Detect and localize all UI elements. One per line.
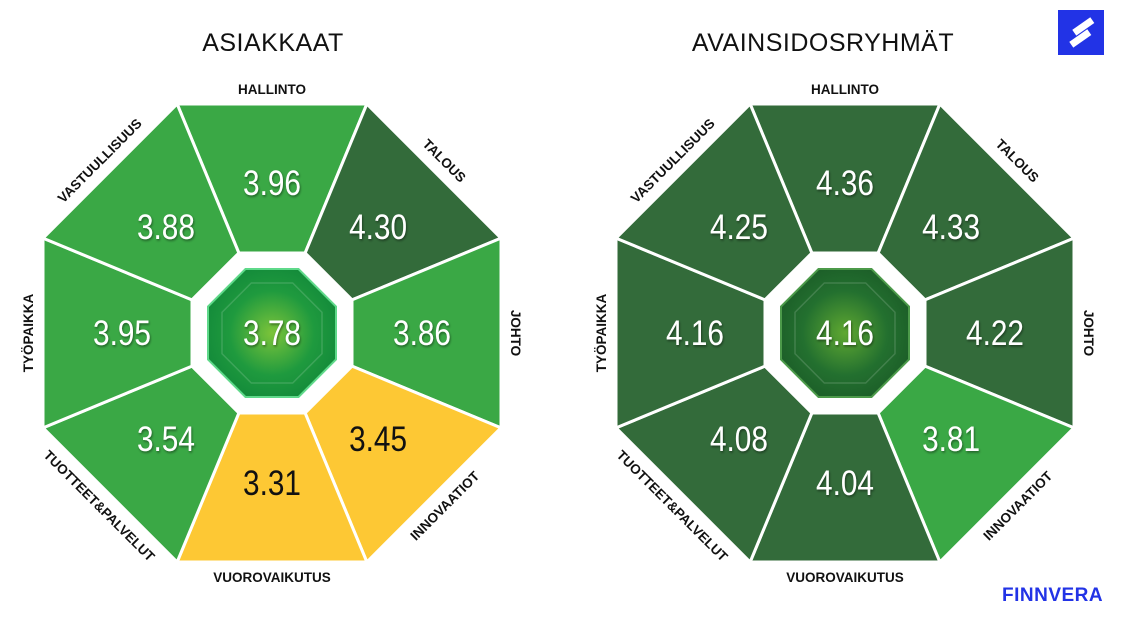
logo-icon: [1069, 17, 1095, 48]
segment-value: 3.88: [137, 208, 195, 247]
segment-label: HALLINTO: [238, 82, 306, 97]
segment-value: 4.22: [966, 314, 1024, 353]
center-facet: [794, 282, 896, 384]
segment: [614, 102, 814, 302]
segment-label: TYÖPAIKKA: [594, 294, 609, 373]
segment: [41, 102, 241, 302]
brand-name: FINNVERA: [1002, 585, 1104, 606]
chart-title: AVAINSIDOSRYHMÄT: [692, 29, 954, 57]
segment-value: 3.54: [137, 420, 195, 459]
segment-value: 4.08: [710, 420, 768, 459]
segment-label: VUOROVAIKUTUS: [213, 570, 331, 585]
segment-value: 3.31: [243, 464, 301, 503]
octagon-chart-2: AVAINSIDOSRYHMÄT4.36HALLINTO4.33TALOUS4.…: [594, 29, 1096, 585]
app-logo: [1058, 10, 1104, 55]
segment-value: 4.25: [710, 208, 768, 247]
segment-value: 4.30: [349, 208, 407, 247]
segment-value: 3.81: [922, 420, 980, 459]
center-octagon: [207, 268, 337, 398]
segment-value: 3.95: [93, 314, 151, 353]
segment-value: 3.86: [393, 314, 451, 353]
segment-value: 4.33: [922, 208, 980, 247]
segment-label: JOHTO: [1081, 310, 1096, 356]
segment-label: HALLINTO: [811, 82, 879, 97]
segment-value: 3.45: [349, 420, 407, 459]
segment-value: 3.96: [243, 164, 301, 203]
segment-value: 4.16: [666, 314, 724, 353]
segment-value: 4.04: [816, 464, 874, 503]
center-value: 4.16: [816, 314, 874, 353]
segment-label: JOHTO: [508, 310, 523, 356]
center-octagon: [780, 268, 910, 398]
center-facet: [221, 282, 323, 384]
segment-value: 4.36: [816, 164, 874, 203]
chart-title: ASIAKKAAT: [202, 29, 344, 57]
segment-label: TYÖPAIKKA: [21, 294, 36, 373]
center-value: 3.78: [243, 314, 301, 353]
segment-label: VUOROVAIKUTUS: [786, 570, 904, 585]
